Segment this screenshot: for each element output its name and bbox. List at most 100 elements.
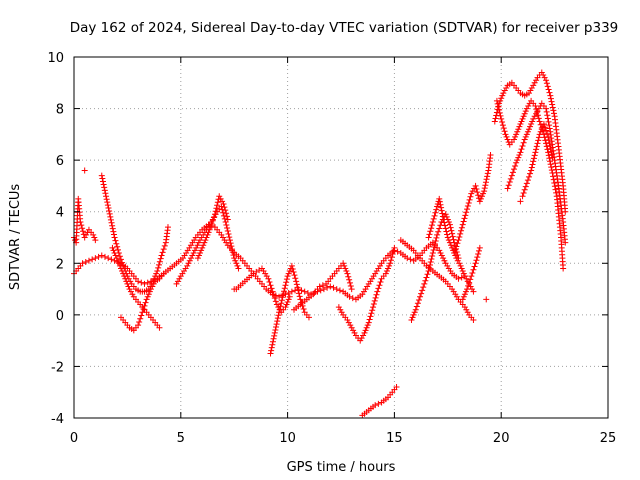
data-point <box>482 182 489 189</box>
data-point <box>562 239 569 246</box>
data-point <box>525 173 532 180</box>
data-point <box>459 221 466 228</box>
data-point <box>221 204 228 211</box>
data-point <box>481 185 488 192</box>
data-point <box>525 90 532 97</box>
data-point <box>348 324 355 331</box>
data-point <box>547 95 554 102</box>
data-point <box>346 279 353 286</box>
data-point <box>469 269 476 276</box>
data-point <box>276 309 283 316</box>
data-point <box>448 242 455 249</box>
data-point <box>477 195 484 202</box>
x-tick-label: 20 <box>493 431 510 446</box>
data-point <box>420 284 427 291</box>
data-point <box>375 400 382 407</box>
data-point <box>209 217 216 224</box>
data-point <box>92 255 99 262</box>
data-point <box>151 275 158 282</box>
data-point <box>231 255 238 262</box>
data-point <box>531 113 538 120</box>
data-point <box>338 309 345 316</box>
data-point <box>546 89 553 96</box>
data-point <box>429 249 436 256</box>
data-point <box>419 287 426 294</box>
data-point <box>497 112 504 119</box>
data-point <box>270 335 277 342</box>
data-point <box>121 273 128 280</box>
data-point <box>415 297 422 304</box>
data-point <box>414 300 421 307</box>
data-point <box>524 177 531 184</box>
data-point <box>272 298 279 305</box>
data-point <box>520 113 527 120</box>
data-point <box>519 193 526 200</box>
data-point <box>160 246 167 253</box>
data-point <box>119 268 126 275</box>
data-point <box>409 314 416 321</box>
data-point <box>79 260 86 267</box>
data-point <box>140 306 147 313</box>
data-point <box>441 222 448 229</box>
data-point <box>346 293 353 300</box>
data-point <box>436 247 443 254</box>
series-trace-t <box>504 100 569 246</box>
data-point <box>544 146 551 153</box>
data-point <box>115 260 122 267</box>
y-tick-label: 10 <box>47 51 64 66</box>
data-point <box>276 306 283 313</box>
data-point <box>519 142 526 149</box>
data-point <box>281 288 288 295</box>
data-point <box>469 188 476 195</box>
data-point <box>545 118 552 125</box>
data-point <box>458 227 465 234</box>
y-tick-label: -2 <box>51 360 64 375</box>
data-point <box>116 262 123 269</box>
data-point <box>435 228 442 235</box>
data-point <box>552 186 559 193</box>
data-point <box>553 189 560 196</box>
data-point <box>441 219 448 226</box>
data-point <box>456 260 463 267</box>
data-point <box>425 234 432 241</box>
data-point <box>268 285 275 292</box>
data-point <box>528 84 535 91</box>
data-point <box>470 317 477 324</box>
data-point <box>191 247 198 254</box>
data-point <box>394 248 401 255</box>
data-point <box>543 80 550 87</box>
data-point <box>535 115 542 122</box>
data-point <box>277 303 284 310</box>
series-trace-s <box>493 97 567 272</box>
data-point <box>460 293 467 300</box>
data-point <box>551 183 558 190</box>
data-point <box>214 199 221 206</box>
data-point <box>349 295 356 302</box>
data-point <box>466 196 473 203</box>
series-trace-f <box>173 203 242 287</box>
data-point <box>444 234 451 241</box>
data-point <box>460 270 467 277</box>
data-point <box>291 272 298 279</box>
data-point <box>139 309 146 316</box>
series-trace-m <box>397 237 477 324</box>
data-point <box>543 105 550 112</box>
data-point <box>214 202 221 209</box>
data-point <box>428 222 435 229</box>
data-point <box>426 231 433 238</box>
data-point <box>548 151 555 158</box>
data-point <box>195 239 202 246</box>
data-point <box>155 264 162 271</box>
y-axis-label: SDTVAR / TECUs <box>8 184 23 291</box>
data-point <box>337 306 344 313</box>
data-point <box>498 115 505 122</box>
data-point <box>114 243 121 250</box>
data-point <box>357 337 364 344</box>
data-point <box>517 149 524 156</box>
data-point <box>89 256 96 263</box>
data-point <box>467 193 474 200</box>
data-point <box>72 237 79 244</box>
data-point <box>204 231 211 238</box>
x-tick-label: 25 <box>600 431 617 446</box>
x-tick-labels: 0 5 10 15 20 25 <box>70 431 616 446</box>
